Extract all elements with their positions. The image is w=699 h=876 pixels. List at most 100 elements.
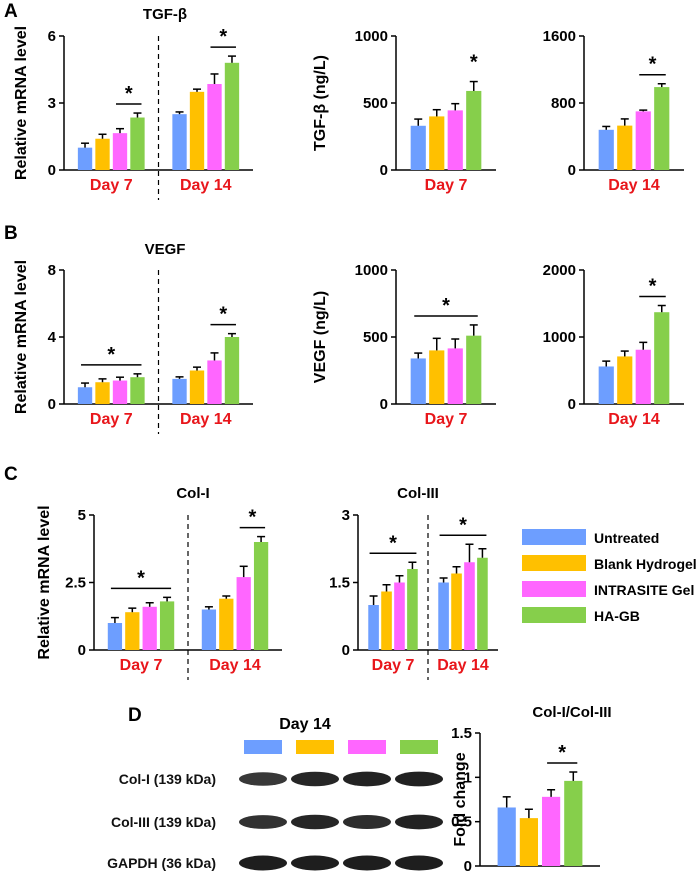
significance-star: * [219, 26, 227, 48]
y-tick-label: 0 [568, 396, 576, 413]
bar [598, 129, 614, 170]
y-axis-label: Fold change [452, 752, 469, 846]
bar [497, 807, 516, 866]
blot-bands [239, 771, 443, 871]
bar [410, 125, 426, 170]
chart-a1: 0 3 6 TGF-β Relative mRNA level Day 7 Day 14 * * [13, 6, 253, 200]
y-tick-label: 0 [342, 642, 350, 659]
chart-d: 0 0.5 1 1.5 Col-I/Col-III Fold change * [451, 704, 611, 875]
bar [95, 382, 110, 404]
blot-lane-swatch [348, 740, 386, 754]
significance-star: * [219, 304, 227, 326]
legend-label-intrasite-gel: INTRASITE Gel [594, 582, 694, 598]
chart-title: Col-I/Col-III [532, 704, 611, 721]
blot-lane-swatches [244, 740, 438, 754]
blot-band [291, 814, 339, 830]
day-label: Day 7 [425, 411, 468, 428]
significance-star: * [125, 83, 133, 105]
bar [429, 350, 445, 404]
y-tick-label: 500 [363, 329, 388, 346]
chart-title: TGF-β [143, 6, 187, 23]
y-tick-label: 2000 [543, 262, 576, 279]
y-tick-label: 4 [48, 329, 57, 346]
bar [95, 138, 110, 170]
panel-label-c: C [4, 464, 18, 485]
bar [407, 569, 418, 650]
chart-b2: 0 500 1000 VEGF (ng/L) Day 7 * [312, 262, 496, 428]
y-tick-label: 800 [551, 95, 576, 112]
bar [394, 582, 405, 650]
bar [617, 356, 633, 404]
blot-row-label-gapdh: GAPDH (36 kDa) [107, 855, 216, 871]
day-label: Day 7 [90, 411, 133, 428]
blot-band [343, 771, 391, 787]
bar [224, 337, 240, 404]
y-tick-label: 0 [568, 162, 576, 179]
bar [142, 606, 157, 650]
y-axis-label: VEGF (ng/L) [312, 291, 329, 383]
chart-title: Col-I [176, 485, 209, 502]
y-tick-label: 1600 [543, 28, 576, 45]
legend-swatch-untreated [522, 529, 586, 545]
chart-a3: 0 800 1600 Day 14 * [543, 28, 684, 194]
y-tick-label: 6 [48, 28, 56, 45]
legend-label-blank-hydrogel: Blank Hydrogel [594, 556, 697, 572]
bar [368, 605, 379, 650]
chart-a2: 0 500 1000 TGF-β (ng/L) Day 7 * [312, 28, 496, 194]
legend-swatch-ha-gb [522, 607, 586, 623]
y-tick-label: 0 [380, 396, 388, 413]
y-tick-label: 1.5 [329, 575, 350, 592]
day-label: Day 14 [608, 411, 660, 428]
blot-band [291, 855, 339, 871]
y-tick-label: 0.5 [451, 814, 472, 831]
bar [654, 312, 670, 404]
bar [466, 335, 482, 404]
blot-band [291, 771, 339, 787]
y-tick-label: 8 [48, 262, 56, 279]
bar [598, 366, 614, 404]
bar [654, 87, 670, 170]
y-tick-label: 3 [48, 95, 56, 112]
panel-label-b: B [4, 223, 18, 244]
bar [224, 62, 240, 170]
y-tick-label: 3 [342, 507, 350, 524]
blot-lane-swatch [244, 740, 282, 754]
blot-band [395, 771, 443, 787]
chart-b1: 0 4 8 VEGF Relative mRNA level Day 7 Day 14 * * [13, 241, 253, 434]
y-tick-label: 1 [464, 769, 472, 786]
day-label: Day 14 [180, 177, 232, 194]
y-tick-label: 0 [78, 642, 86, 659]
bar [189, 370, 205, 404]
bar [172, 114, 187, 170]
significance-star: * [389, 532, 397, 554]
day-label: Day 14 [209, 657, 261, 674]
y-axis-label: Relative mRNA level [36, 505, 53, 659]
charts-layer: 0 3 6 TGF-β Relative mRNA level Day 7 Day 14 * *… [13, 6, 684, 875]
bar [466, 90, 482, 170]
blot-band [239, 772, 287, 786]
blot-lane-swatch [400, 740, 438, 754]
blot-row-label-col-i: Col-I (139 kDa) [119, 771, 216, 787]
bar [635, 349, 651, 404]
panel-label-a: A [4, 1, 18, 22]
bar [236, 577, 251, 650]
bar [201, 609, 217, 650]
day-label: Day 14 [608, 177, 660, 194]
y-tick-label: 1000 [355, 262, 388, 279]
bar [125, 612, 140, 650]
day-label: Day 7 [372, 657, 415, 674]
chart-c2: 0 1.5 3 Col-III Day 7 Day 14 * * [329, 485, 498, 680]
bar [219, 598, 234, 650]
bar [130, 117, 145, 170]
y-tick-label: 500 [363, 95, 388, 112]
bar [112, 380, 128, 404]
blot-title: Day 14 [279, 716, 331, 733]
bar [635, 111, 651, 170]
bar [477, 557, 488, 650]
y-tick-label: 1000 [543, 329, 576, 346]
significance-star: * [137, 567, 145, 589]
legend-swatch-intrasite-gel [522, 581, 586, 597]
y-tick-label: 0 [380, 162, 388, 179]
legend-label-untreated: Untreated [594, 530, 659, 546]
